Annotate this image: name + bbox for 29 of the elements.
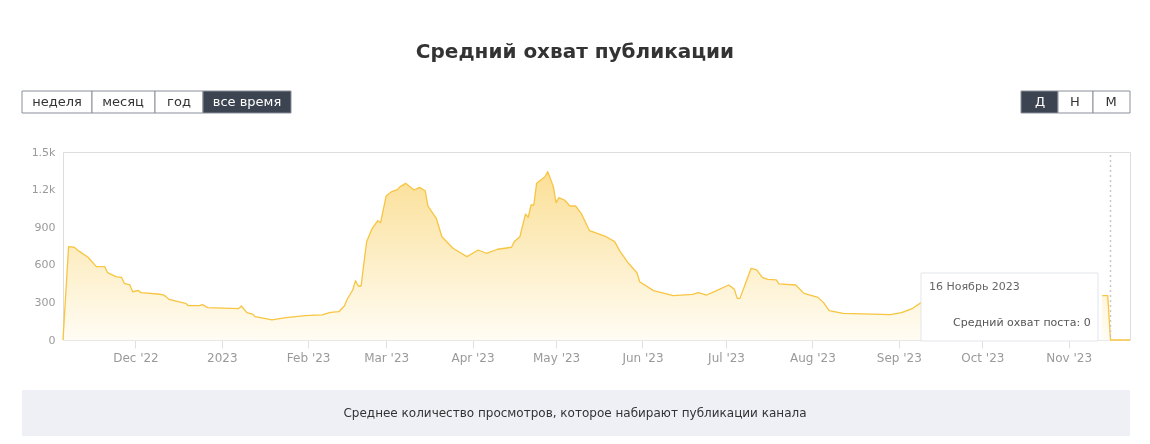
x-tick-label: Mar '23 bbox=[364, 350, 410, 365]
x-tick-label: Oct '23 bbox=[961, 350, 1005, 365]
annotation: Средний охват поста: 0 bbox=[953, 316, 1091, 329]
text: Д bbox=[1034, 94, 1046, 109]
x-tick-label: Dec '22 bbox=[113, 350, 159, 365]
text: все время bbox=[212, 94, 282, 109]
text: месяц bbox=[102, 94, 144, 109]
text: Н bbox=[1070, 94, 1080, 109]
text: М bbox=[1105, 94, 1117, 109]
y-tick-label: 900 bbox=[34, 220, 56, 234]
y-tick-label: 600 bbox=[34, 258, 56, 272]
x-tick-label: May '23 bbox=[533, 350, 581, 365]
y-tick-label: 0 bbox=[48, 333, 56, 347]
x-tick-label: 2023 bbox=[207, 350, 238, 365]
x-tick-label: Sep '23 bbox=[876, 350, 922, 365]
x-tick-label: Nov '23 bbox=[1046, 350, 1093, 365]
y-tick-label: 1.5k bbox=[31, 145, 57, 159]
text: неделя bbox=[32, 94, 82, 109]
y-tick-label: 300 bbox=[34, 295, 56, 309]
text: Среднее количество просмотров, которое набирают публикации канала bbox=[343, 406, 807, 420]
annotation: 16 Ноябрь 2023 bbox=[929, 280, 1020, 293]
x-tick-label: Feb '23 bbox=[286, 350, 331, 365]
text: год bbox=[167, 94, 191, 109]
chart-title: Средний охват публикации bbox=[415, 39, 735, 63]
x-tick-label: Jun '23 bbox=[621, 350, 664, 365]
x-tick-label: Aug '23 bbox=[789, 350, 836, 365]
x-tick-label: Jul '23 bbox=[707, 350, 745, 365]
x-tick-label: Apr '23 bbox=[451, 350, 495, 365]
y-tick-label: 1.2k bbox=[31, 183, 57, 197]
